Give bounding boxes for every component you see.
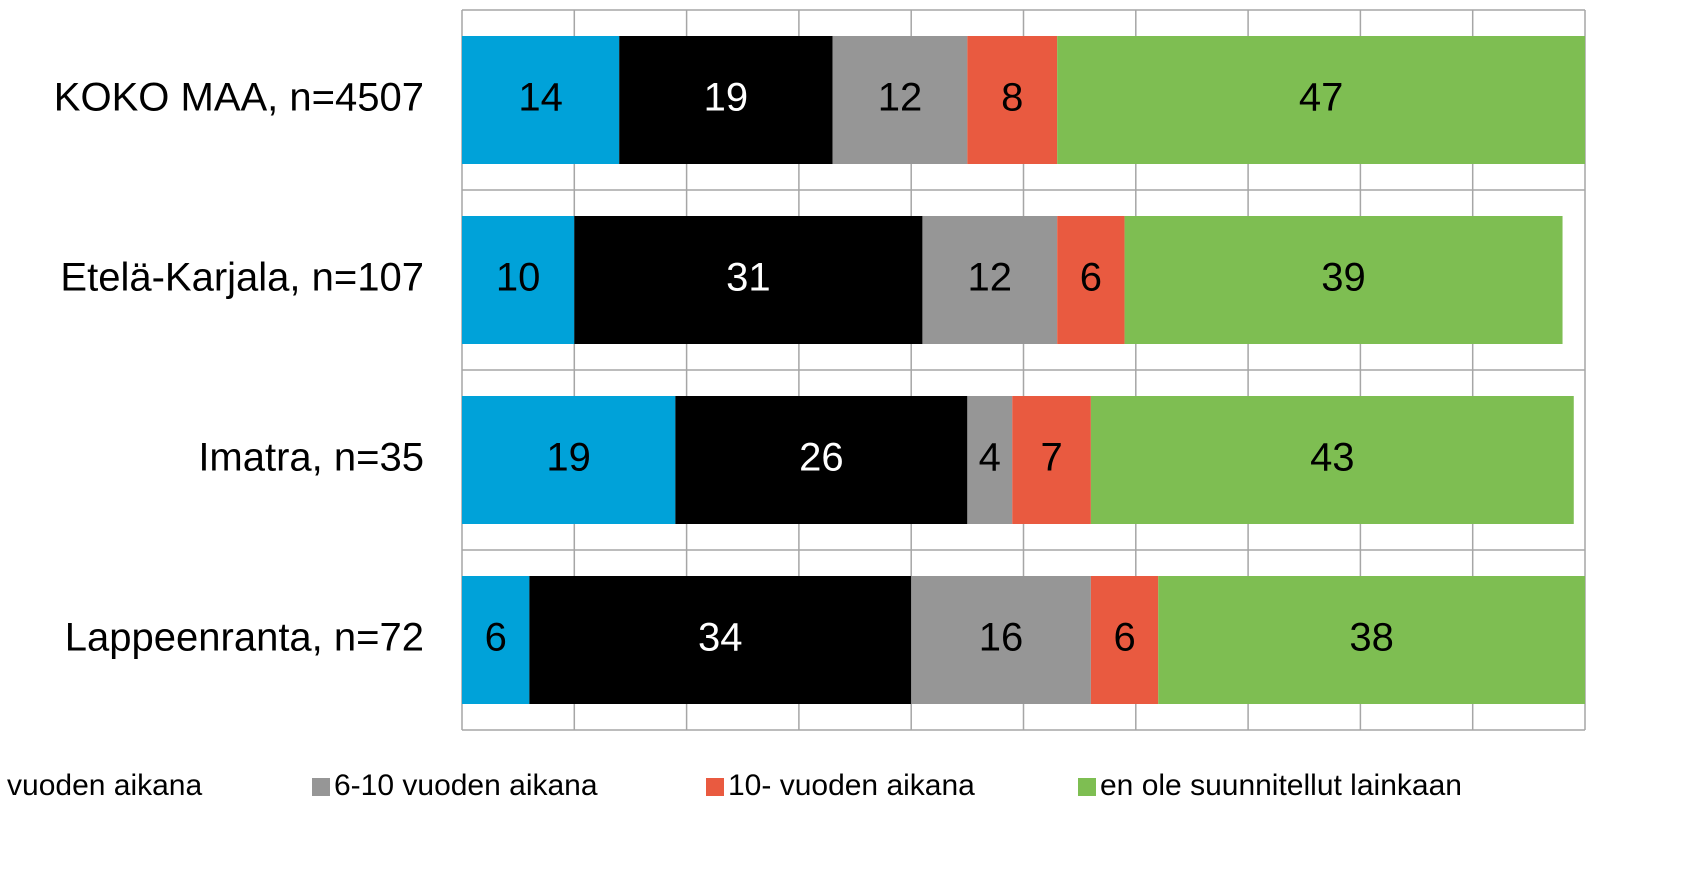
- legend-marker: [706, 778, 724, 796]
- bar-segment: [619, 36, 833, 164]
- legend-marker: [1078, 778, 1096, 796]
- data-label: 26: [799, 436, 844, 480]
- data-label: 8: [1001, 76, 1023, 120]
- bar-segment: [462, 576, 530, 704]
- bar-segment: [922, 216, 1058, 344]
- bar-segment: [1090, 396, 1574, 524]
- bar-segment: [1012, 396, 1091, 524]
- bar-segment: [675, 396, 968, 524]
- data-label: 6: [1113, 616, 1135, 660]
- data-label: 39: [1321, 256, 1366, 300]
- category-label: KOKO MAA, n=4507: [54, 76, 424, 120]
- bar-segment: [462, 36, 620, 164]
- legend-label: en ole suunnitellut lainkaan: [1100, 769, 1462, 802]
- legend-label: 10- vuoden aikana: [728, 769, 975, 802]
- bar-segment: [1090, 576, 1159, 704]
- bar-segment: [574, 216, 923, 344]
- bar-segment: [967, 36, 1058, 164]
- data-label: 16: [979, 616, 1024, 660]
- data-label: 31: [726, 256, 771, 300]
- data-label: 6: [485, 616, 507, 660]
- legend-marker: [312, 778, 330, 796]
- bar-segment: [1124, 216, 1563, 344]
- bar-segment: [1057, 216, 1125, 344]
- legend-label: 6-10 vuoden aikana: [334, 769, 598, 802]
- data-label: 7: [1040, 436, 1062, 480]
- bar-segment: [529, 576, 912, 704]
- data-label: 14: [518, 76, 563, 120]
- data-label: 38: [1349, 616, 1394, 660]
- bar-segment: [462, 396, 676, 524]
- category-label: Lappeenranta, n=72: [65, 616, 424, 660]
- bar-segment: [967, 396, 1013, 524]
- legend-label: 5 vuoden aikana: [0, 769, 202, 802]
- data-label: 12: [968, 256, 1013, 300]
- data-label: 43: [1310, 436, 1355, 480]
- data-label: 19: [546, 436, 591, 480]
- data-label: 19: [704, 76, 749, 120]
- bar-segment: [462, 216, 575, 344]
- category-label: Imatra, n=35: [198, 436, 424, 480]
- bar-segment: [1057, 36, 1585, 164]
- data-label: 12: [878, 76, 923, 120]
- category-label: Etelä-Karjala, n=107: [60, 256, 424, 300]
- data-label: 4: [979, 436, 1001, 480]
- data-label: 34: [698, 616, 743, 660]
- bar-segment: [911, 576, 1091, 704]
- data-label: 47: [1299, 76, 1344, 120]
- bar-segment: [1158, 576, 1585, 704]
- bar-segment: [832, 36, 968, 164]
- data-label: 6: [1080, 256, 1102, 300]
- data-label: 10: [496, 256, 541, 300]
